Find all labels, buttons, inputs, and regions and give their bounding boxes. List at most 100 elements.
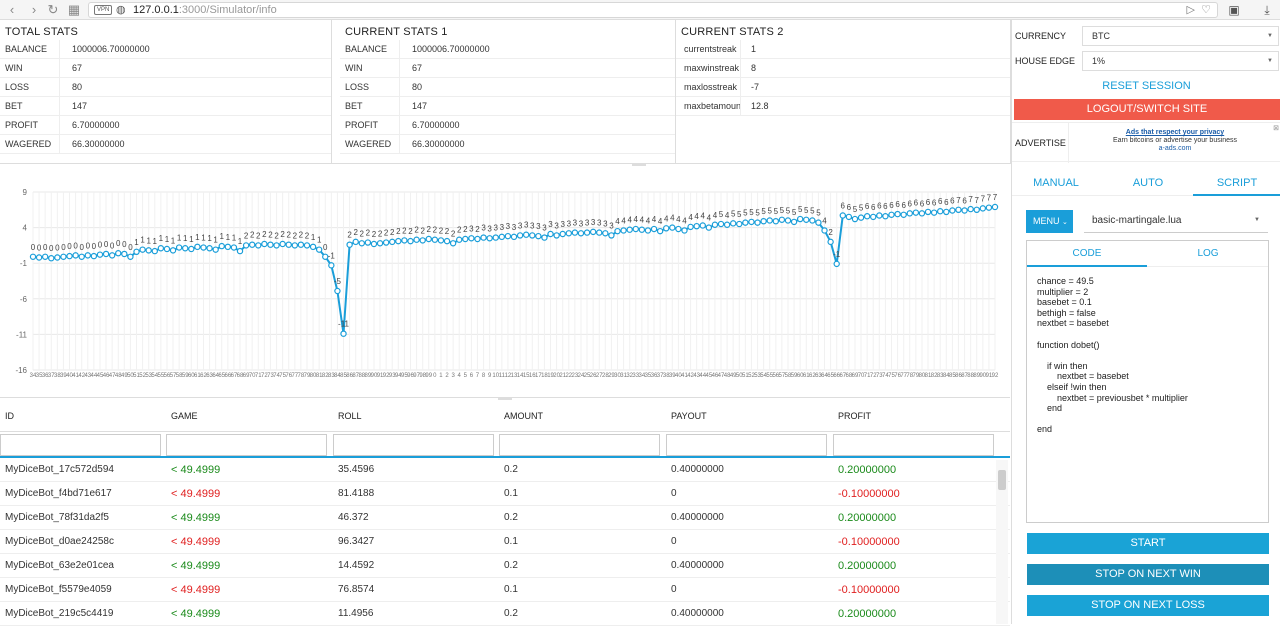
stat-value: 6.70000000 (72, 120, 120, 130)
table-row[interactable]: MyDiceBot_63e2e01cea < 49.4999 14.4592 0.2 0… (0, 554, 1010, 578)
filter-input-game[interactable] (166, 434, 327, 456)
data-point (608, 232, 615, 239)
data-point (206, 245, 213, 252)
reload-icon[interactable]: ↻ (47, 2, 59, 17)
download-icon[interactable]: ⤓ (1264, 3, 1270, 17)
currency-select[interactable]: BTC ▼ (1082, 26, 1279, 46)
stat-row: maxlosstreak -7 (676, 78, 1010, 97)
data-point (498, 233, 506, 241)
data-label: 4 (688, 213, 693, 222)
data-label: 0 (73, 241, 78, 250)
x-tick-label: 35 (36, 373, 43, 379)
ad-banner[interactable]: Ads that respect your privacy Earn bitco… (1068, 123, 1280, 163)
column-header-profit[interactable]: PROFIT (838, 411, 871, 421)
table-scrollbar[interactable] (996, 460, 1008, 624)
stat-key: WIN (5, 59, 60, 77)
data-point (663, 225, 670, 232)
data-label: 1 (140, 236, 145, 245)
table-row[interactable]: MyDiceBot_d0ae24258c < 49.4999 96.3427 0.1 0… (0, 530, 1010, 554)
x-tick-label: 92 (383, 373, 390, 379)
data-label: 0 (122, 240, 127, 249)
resize-handle[interactable] (632, 164, 646, 166)
vpn-badge[interactable]: VPN (94, 5, 113, 15)
stat-row: LOSS 80 (340, 78, 675, 97)
filter-input-roll[interactable] (333, 434, 494, 456)
data-point (188, 245, 195, 253)
dropdown-arrow-icon: ▼ (1254, 217, 1260, 223)
column-header-roll[interactable]: ROLL (338, 411, 362, 421)
stat-key: PROFIT (5, 116, 60, 134)
filter-input-id[interactable] (0, 434, 161, 456)
data-point (261, 240, 268, 248)
forward-icon[interactable]: › (31, 2, 37, 17)
current-stats-1-title: CURRENT STATS 1 (345, 26, 448, 38)
stop-on-next-loss-button[interactable]: STOP ON NEXT LOSS (1027, 595, 1269, 616)
column-header-payout[interactable]: PAYOUT (671, 411, 707, 421)
table-row[interactable]: MyDiceBot_f4bd71e617 < 49.4999 81.4188 0.1 0… (0, 482, 1010, 506)
tab-auto[interactable]: AUTO (1132, 177, 1164, 189)
column-header-amount[interactable]: AMOUNT (504, 411, 543, 421)
cell-game: < 49.4999 (171, 512, 221, 524)
data-label: 7 (975, 196, 980, 205)
x-tick-label: 73 (876, 373, 883, 379)
table-row[interactable]: MyDiceBot_f5579e4059 < 49.4999 76.8574 0.1 0… (0, 578, 1010, 602)
cell-id: MyDiceBot_78f31da2f5 (5, 512, 109, 523)
tab-log[interactable]: LOG (1197, 248, 1219, 259)
heart-icon[interactable]: ♡ (1201, 4, 1211, 16)
data-point (492, 234, 499, 241)
tab-script[interactable]: SCRIPT (1193, 172, 1280, 196)
house-edge-select[interactable]: 1% ▼ (1082, 51, 1279, 71)
data-label: 3 (542, 224, 547, 233)
x-tick-label: 11 (499, 373, 506, 379)
table-row[interactable]: MyDiceBot_78f31da2f5 < 49.4999 46.372 0.2 0.… (0, 506, 1010, 530)
menu-button[interactable]: MENU ⌄ (1026, 210, 1073, 233)
script-select[interactable]: basic-martingale.lua ▼ (1084, 210, 1268, 233)
data-point (705, 224, 713, 231)
table-row[interactable]: MyDiceBot_17c572d594 < 49.4999 35.4596 0.2 0… (0, 458, 1010, 482)
data-label: 4 (640, 216, 645, 225)
x-tick-label: 43 (84, 373, 91, 379)
start-button[interactable]: START (1027, 533, 1269, 554)
data-point (297, 241, 305, 248)
data-label: 5 (816, 209, 821, 218)
reset-session-button[interactable]: RESET SESSION (1102, 80, 1191, 92)
data-point (589, 228, 597, 236)
table-row[interactable]: MyDiceBot_219c5c4419 < 49.4999 11.4956 0.2 0… (0, 602, 1010, 626)
tab-code[interactable]: CODE (1027, 241, 1147, 267)
data-point (449, 240, 457, 247)
cell-amount: 0.2 (504, 464, 518, 475)
logout-button[interactable]: LOGOUT/SWITCH SITE (1014, 99, 1280, 120)
data-point (279, 240, 286, 248)
data-label: 4 (694, 212, 699, 221)
send-icon[interactable]: ▷ (1186, 4, 1195, 16)
stat-row: WAGERED 66.30000000 (340, 135, 675, 154)
ad-link[interactable]: a-ads.com (1158, 145, 1192, 152)
url-text[interactable]: 127.0.0.1:3000/Simulator/info (133, 4, 277, 16)
tab-manual[interactable]: MANUAL (1033, 177, 1079, 189)
filter-input-profit[interactable] (833, 434, 994, 456)
stop-on-next-win-button[interactable]: STOP ON NEXT WIN (1027, 564, 1269, 585)
chevron-down-icon: ⌄ (1062, 219, 1068, 226)
data-point (760, 217, 767, 225)
data-point (315, 246, 323, 253)
column-header-id[interactable]: ID (5, 411, 14, 421)
x-tick-label: 97 (413, 373, 420, 379)
ad-close-icon[interactable]: ⊠ (1273, 125, 1279, 132)
code-textarea[interactable]: chance = 49.5 multiplier = 2 basebet = 0… (1037, 276, 1188, 435)
x-tick-label: 44 (91, 373, 98, 379)
filter-input-payout[interactable] (666, 434, 827, 456)
data-point (462, 235, 469, 243)
resize-handle[interactable] (498, 398, 512, 400)
data-label: 4 (822, 216, 827, 225)
extension-icon[interactable]: ▣ (1228, 3, 1240, 17)
address-bar[interactable]: VPN ◍ 127.0.0.1:3000/Simulator/info ▷ ♡ (88, 2, 1218, 18)
grid-icon[interactable]: ▦ (67, 2, 81, 17)
cell-roll: 76.8574 (338, 584, 375, 595)
column-header-game[interactable]: GAME (171, 411, 198, 421)
ad-headline[interactable]: Ads that respect your privacy (1125, 129, 1225, 136)
data-point (486, 235, 493, 242)
scrollbar-thumb[interactable] (998, 470, 1006, 490)
data-point (845, 213, 853, 221)
filter-input-amount[interactable] (499, 434, 660, 456)
back-icon[interactable]: ‹ (9, 2, 15, 17)
